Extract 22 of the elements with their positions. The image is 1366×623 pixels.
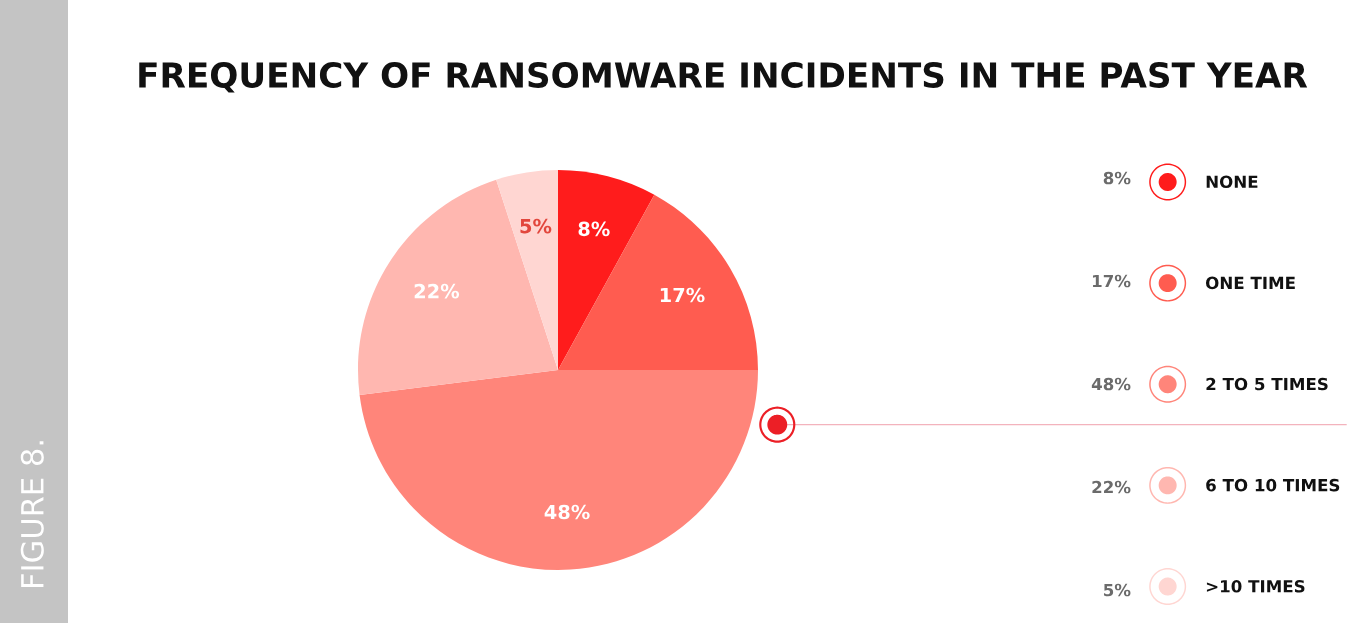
pie-slice [359,370,758,570]
data-label: 22% [414,283,460,299]
legend-label: ONE TIME [1206,276,1295,290]
chart-title: FREQUENCY OF RANSOMWARE INCIDENTS IN THE PAST YEAR [139,62,1308,93]
text: 17% [1092,274,1131,288]
legend-label: NONE [1206,175,1258,189]
legend-label: >10 TIMES [1206,579,1305,593]
caption: FIGURE 8. [20,441,44,587]
data-label: 48% [544,504,590,520]
pie-slice [558,170,655,370]
data-label: 5% [520,218,552,234]
text: 48% [1091,377,1131,391]
pie-slice [558,194,758,370]
data-label: 8% [578,221,610,237]
legend-label: 2 TO 5 TIMES [1206,377,1328,391]
pie-slice [358,179,558,396]
text: 5% [1103,583,1131,597]
text: 8% [1103,171,1131,185]
legend-label: 6 TO 10 TIMES [1206,478,1340,492]
text: 22% [1092,480,1131,494]
pie-slice [496,170,558,370]
data-label: 17% [660,287,705,303]
